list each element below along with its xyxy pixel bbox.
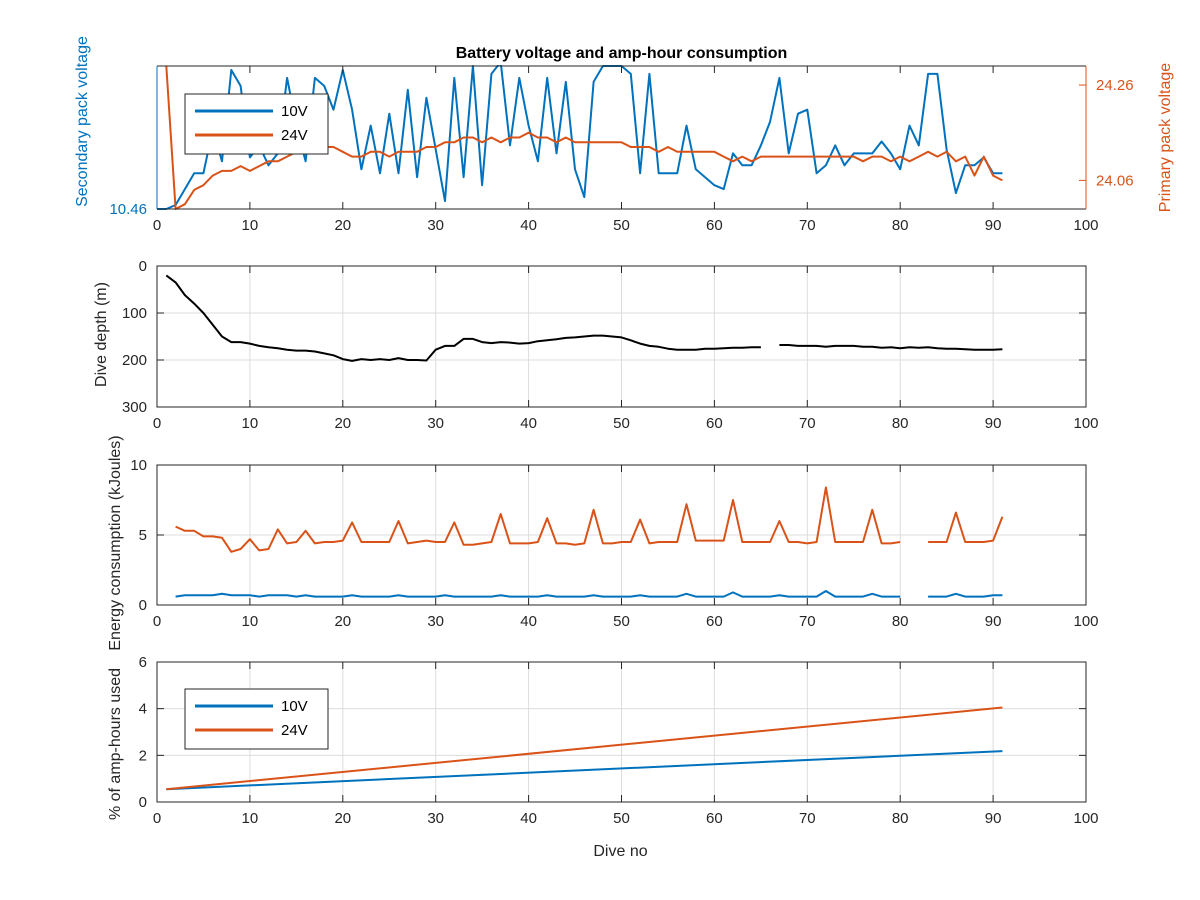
- voltage-right-tick-label: 24.26: [1096, 77, 1134, 94]
- energy-x-tick-label: 80: [892, 613, 909, 630]
- depth-x-tick-label: 60: [706, 415, 723, 432]
- energy-axes-box: [156, 464, 1087, 606]
- voltage-left-axis-label: Secondary pack voltage: [74, 36, 91, 207]
- x-axis-label: Dive no: [593, 843, 647, 860]
- depth-y-tick-label: 0: [139, 258, 147, 275]
- energy-x-tick-label: 20: [334, 613, 351, 630]
- amphours-x-tick-label: 10: [242, 810, 259, 827]
- amphours-x-tick-label: 20: [334, 810, 351, 827]
- energy-y-tick-label: 5: [139, 527, 147, 544]
- voltage-x-tick-label: 60: [706, 217, 723, 234]
- voltage-x-tick-label: 70: [799, 217, 816, 234]
- voltage-x-tick-label: 100: [1073, 217, 1098, 234]
- energy-x-tick-label: 100: [1073, 613, 1098, 630]
- amphours-x-tick-label: 60: [706, 810, 723, 827]
- amphours-legend-label: 10V: [281, 698, 308, 715]
- amphours-legend: [184, 688, 329, 750]
- amphours-series-10V: [166, 750, 1003, 791]
- voltage-legend-label: 24V: [281, 127, 308, 144]
- depth-x-tick-label: 40: [520, 415, 537, 432]
- depth-x-tick-label: 10: [242, 415, 259, 432]
- depth-x-tick-label: 50: [613, 415, 630, 432]
- voltage-x-tick-label: 80: [892, 217, 909, 234]
- energy-x-tick-label: 30: [427, 613, 444, 630]
- amphours-x-tick-label: 100: [1073, 810, 1098, 827]
- energy-x-tick-label: 70: [799, 613, 816, 630]
- voltage-legend-label: 10V: [281, 103, 308, 120]
- amphours-x-tick-label: 90: [985, 810, 1002, 827]
- energy-y-tick-label: 0: [139, 597, 147, 614]
- amphours-x-tick-label: 50: [613, 810, 630, 827]
- amphours-x-tick-label: 0: [153, 810, 161, 827]
- energy-x-tick-label: 90: [985, 613, 1002, 630]
- depth-y-tick-label: 200: [122, 352, 147, 369]
- depth-x-tick-label: 0: [153, 415, 161, 432]
- depth-x-tick-label: 20: [334, 415, 351, 432]
- depth-x-tick-label: 100: [1073, 415, 1098, 432]
- voltage-x-tick-label: 10: [242, 217, 259, 234]
- energy-series-0: [175, 486, 1004, 553]
- amphours-axes-box: [156, 661, 1087, 803]
- voltage-right-axis-label: Primary pack voltage: [1157, 63, 1174, 212]
- energy-x-tick-label: 60: [706, 613, 723, 630]
- energy-x-tick-label: 0: [153, 613, 161, 630]
- voltage-x-tick-label: 90: [985, 217, 1002, 234]
- energy-y-tick-label: 10: [130, 457, 147, 474]
- amphours-x-tick-label: 80: [892, 810, 909, 827]
- amphours-x-tick-label: 70: [799, 810, 816, 827]
- depth-y-tick-label: 100: [122, 305, 147, 322]
- chart-title: Battery voltage and amp-hour consumption: [456, 45, 788, 62]
- depth-y-tick-label: 300: [122, 399, 147, 416]
- depth-x-tick-label: 80: [892, 415, 909, 432]
- depth-x-tick-label: 70: [799, 415, 816, 432]
- depth-series-0: [165, 274, 1003, 362]
- amphours-y-tick-label: 6: [139, 654, 147, 671]
- energy-x-tick-label: 40: [520, 613, 537, 630]
- voltage-x-tick-label: 40: [520, 217, 537, 234]
- depth-x-tick-label: 30: [427, 415, 444, 432]
- voltage-right-tick-label: 24.06: [1096, 172, 1134, 189]
- depth-y-axis-label: Dive depth (m): [93, 282, 110, 387]
- energy-series-1: [175, 590, 1003, 598]
- voltage-x-tick-label: 50: [613, 217, 630, 234]
- depth-axes-box: [156, 265, 1087, 408]
- voltage-x-tick-label: 20: [334, 217, 351, 234]
- voltage-left-tick-label: 10.46: [109, 201, 147, 218]
- amphours-y-tick-label: 2: [139, 747, 147, 764]
- amphours-x-tick-label: 40: [520, 810, 537, 827]
- amphours-legend-label: 24V: [281, 722, 308, 739]
- amphours-series-24V: [166, 706, 1003, 791]
- voltage-x-tick-label: 30: [427, 217, 444, 234]
- amphours-x-tick-label: 30: [427, 810, 444, 827]
- energy-x-tick-label: 50: [613, 613, 630, 630]
- amphours-y-tick-label: 4: [139, 701, 147, 718]
- voltage-x-tick-label: 0: [153, 217, 161, 234]
- amphours-y-axis-label: % of amp-hours used: [107, 668, 124, 820]
- energy-y-axis-label: Energy consumption (kJoules): [107, 435, 124, 650]
- depth-x-tick-label: 90: [985, 415, 1002, 432]
- amphours-y-tick-label: 0: [139, 794, 147, 811]
- energy-x-tick-label: 10: [242, 613, 259, 630]
- voltage-legend: [184, 93, 329, 155]
